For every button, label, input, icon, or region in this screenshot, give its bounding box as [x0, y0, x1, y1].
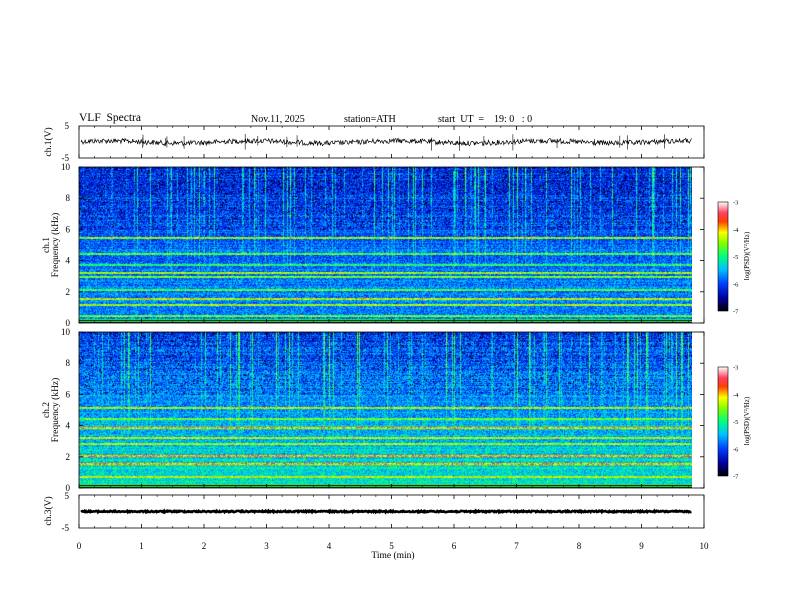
- ch1-spectrogram-image: [79, 167, 692, 323]
- ch1-spectrogram-ytick-5: 10: [61, 162, 71, 172]
- ch1-spectrogram-ytick-2: 4: [66, 256, 71, 266]
- xaxis-label: Time (min): [371, 550, 414, 561]
- ch1-colorbar-tick-3: -6: [733, 281, 739, 288]
- xtick-label-5: 5: [389, 541, 394, 551]
- chart-title: VLF Spectra: [79, 112, 141, 124]
- ch2-spectrogram-ytick-0: 0: [66, 483, 71, 493]
- xtick-label-7: 7: [514, 541, 519, 551]
- ch1-colorbar-tick-1: -4: [733, 227, 739, 234]
- ch1-spectrogram-ylabel-line1: ch.1: [42, 237, 52, 253]
- ch1-spectrogram-ytick-0: 0: [66, 318, 71, 328]
- ch1-ytick-top: 5: [65, 121, 70, 131]
- xtick-label-10: 10: [700, 541, 710, 551]
- ch2-colorbar-label: log(PSD)(V²/Hz): [743, 396, 751, 445]
- ch1-waveform-panel: 5 -5 ch.1(V): [43, 121, 705, 163]
- start-time-label: start UT = 19: 0 : 0: [438, 114, 533, 125]
- ch1-waveform-trace: [80, 134, 692, 151]
- ch3-ylabel: ch.3(V): [43, 496, 54, 525]
- ch1-colorbar-tick-4: -7: [733, 309, 739, 316]
- ch1-spectrogram-ytick-4: 8: [66, 193, 71, 203]
- xtick-label-8: 8: [577, 541, 582, 551]
- ch1-colorbar-tick-0: -3: [733, 200, 738, 207]
- ch2-colorbar-tick-2: -5: [733, 419, 738, 426]
- xtick-label-2: 2: [202, 541, 207, 551]
- ch3-ytick-bottom: -5: [62, 523, 70, 533]
- ch2-colorbar-tick-0: -3: [733, 365, 738, 372]
- xtick-label-3: 3: [264, 541, 269, 551]
- ch3-ytick-top: 5: [65, 491, 70, 501]
- ch1-spectrogram-ylabel-line2: Frequency (kHz): [50, 213, 61, 278]
- time-axis: 0 1 2 3 4 5 6 7 8 9 10: [77, 126, 709, 551]
- ch2-colorbar-tick-1: -4: [733, 392, 739, 399]
- ch2-colorbar-tick-3: -6: [733, 446, 739, 453]
- date-label: Nov.11, 2025: [251, 114, 305, 125]
- ch2-colorbar: [717, 366, 729, 477]
- ch2-spectrogram-ytick-4: 8: [66, 358, 71, 368]
- ch2-spectrogram-image: [79, 332, 692, 488]
- ch2-spectrogram-ytick-1: 2: [66, 452, 71, 462]
- ch3-waveform-panel: 5 -5 ch.3(V): [43, 491, 705, 533]
- xtick-label-4: 4: [327, 541, 332, 551]
- xtick-label-6: 6: [452, 541, 457, 551]
- ch1-spectrogram-ytick-1: 2: [66, 287, 71, 297]
- xtick-label-9: 9: [639, 541, 644, 551]
- ch1-colorbar: [717, 201, 729, 312]
- ch1-colorbar-tick-2: -5: [733, 254, 738, 261]
- ch2-spectrogram-ytick-3: 6: [66, 389, 71, 399]
- ch1-colorbar-label: log(PSD)(V²/Hz): [743, 231, 751, 280]
- ch2-spectrogram-ytick-5: 10: [61, 327, 71, 337]
- ch2-spectrogram-ylabel-line2: Frequency (kHz): [50, 378, 61, 443]
- xtick-label-0: 0: [77, 541, 82, 551]
- ch1-ylabel: ch.1(V): [43, 127, 54, 156]
- ch1-ytick-bottom: -5: [62, 153, 70, 163]
- ch1-waveform-frame: [78, 125, 705, 159]
- ch2-colorbar-tick-4: -7: [733, 474, 739, 481]
- ch2-spectrogram-ylabel-line1: ch.2: [42, 402, 52, 418]
- ch3-waveform-trace: [80, 508, 692, 515]
- xtick-label-1: 1: [139, 541, 144, 551]
- ch1-spectrogram-ytick-3: 6: [66, 224, 71, 234]
- ch2-spectrogram-ytick-2: 4: [66, 421, 71, 431]
- station-label: station=ATH: [344, 114, 396, 125]
